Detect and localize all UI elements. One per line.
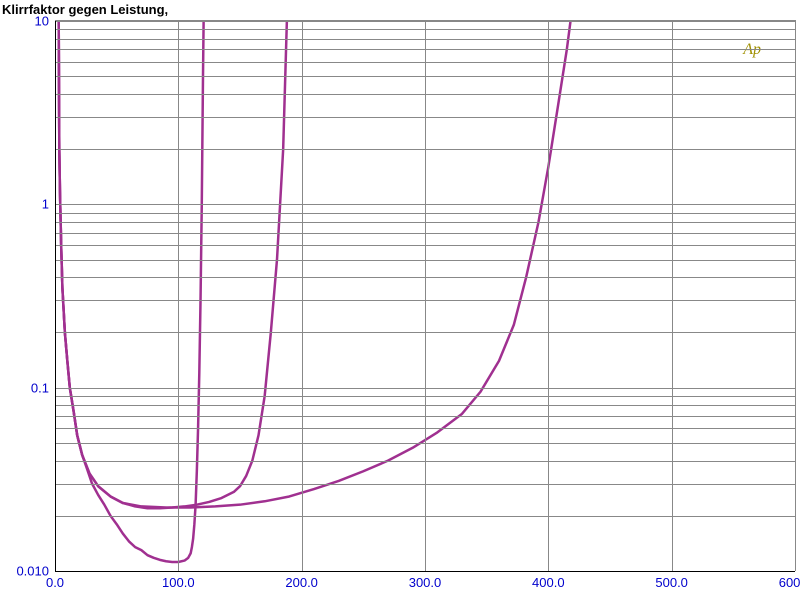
y-tick-label: 0.1: [31, 380, 55, 395]
chart-title: Klirrfaktor gegen Leistung,: [2, 2, 168, 17]
chart-container: Klirrfaktor gegen Leistung, Ap 0.0100.11…: [0, 0, 800, 600]
x-tick-label: 0.0: [46, 571, 64, 590]
plot-area: Ap 0.0100.11100.0100.0200.0300.0400.0500…: [55, 20, 796, 571]
y-tick-label: 10: [35, 14, 55, 29]
x-tick-label: 600.0: [779, 571, 800, 590]
series-curve1_leftmost: [59, 21, 204, 562]
x-tick-label: 200.0: [285, 571, 318, 590]
x-tick-label: 500.0: [655, 571, 688, 590]
x-tick-label: 400.0: [532, 571, 565, 590]
y-tick-label: 1: [42, 197, 55, 212]
x-tick-label: 300.0: [409, 571, 442, 590]
x-tick-label: 100.0: [162, 571, 195, 590]
